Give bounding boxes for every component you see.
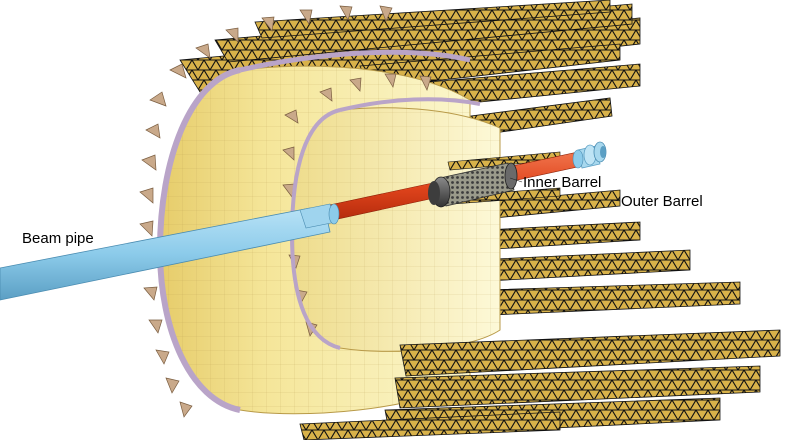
outer-barrel-leader (607, 199, 621, 202)
inner-barrel-leader (509, 177, 523, 183)
beam-pipe (0, 203, 340, 301)
beam-pipe-flange (572, 141, 607, 169)
outer-barrel-label: Outer Barrel (621, 193, 703, 210)
outer-barrel-staves-bottom (299, 329, 781, 440)
inner-barrel (428, 162, 518, 208)
inner-barrel-label: Inner Barrel (523, 174, 602, 191)
beam-pipe-label: Beam pipe (22, 230, 94, 247)
